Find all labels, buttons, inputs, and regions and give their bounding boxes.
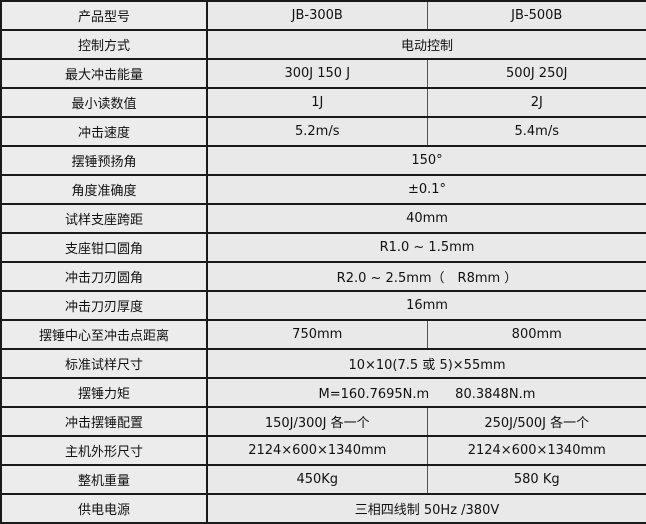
row-value: 1J (206, 87, 428, 118)
table-row: 产品型号 JB-300B JB-500B (0, 0, 646, 31)
table-row: 整机重量 450Kg 580 Kg (0, 464, 646, 495)
table-row: 冲击速度 5.2m/s 5.4m/s (0, 116, 646, 147)
row-value: 800mm (426, 319, 646, 350)
row-value: JB-500B (426, 0, 646, 31)
row-value: 5.4m/s (426, 116, 646, 147)
row-label: 标准试样尺寸 (0, 348, 208, 379)
row-value: 580 Kg (426, 464, 646, 495)
table-row: 支座钳口圆角 R1.0 ~ 1.5mm (0, 232, 646, 263)
row-value: ±0.1° (206, 174, 646, 205)
row-label: 冲击刀刃厚度 (0, 290, 208, 321)
row-value: 300J 150 J (206, 58, 428, 89)
row-value: R1.0 ~ 1.5mm (206, 232, 646, 263)
table-row: 摆锤预扬角 150° (0, 145, 646, 176)
row-value: 三相四线制 50Hz /380V (206, 493, 646, 524)
row-value: 2124×600×1340mm (206, 435, 428, 466)
row-label: 试样支座跨距 (0, 203, 208, 234)
table-row: 主机外形尺寸 2124×600×1340mm 2124×600×1340mm (0, 435, 646, 466)
row-value: 250J/500J 各一个 (426, 406, 646, 437)
row-value: M=160.7695N.m 80.3848N.m (206, 377, 646, 408)
row-label: 主机外形尺寸 (0, 435, 208, 466)
row-value: 2124×600×1340mm (426, 435, 646, 466)
row-value: JB-300B (206, 0, 428, 31)
row-value: 16mm (206, 290, 646, 321)
row-label: 角度准确度 (0, 174, 208, 205)
row-value: 5.2m/s (206, 116, 428, 147)
row-label: 最大冲击能量 (0, 58, 208, 89)
table-row: 标准试样尺寸 10×10(7.5 或 5)×55mm (0, 348, 646, 379)
table-row: 冲击刀刃圆角 R2.0 ~ 2.5mm（ R8mm ） (0, 261, 646, 292)
row-value: 电动控制 (206, 29, 646, 60)
row-label: 整机重量 (0, 464, 208, 495)
table-row: 冲击摆锤配置 150J/300J 各一个 250J/500J 各一个 (0, 406, 646, 437)
row-value: 2J (426, 87, 646, 118)
row-label: 摆锤预扬角 (0, 145, 208, 176)
row-value: 150J/300J 各一个 (206, 406, 428, 437)
row-value: 500J 250J (426, 58, 646, 89)
row-value: 450Kg (206, 464, 428, 495)
row-value: R2.0 ~ 2.5mm（ R8mm ） (206, 261, 646, 292)
row-value: 40mm (206, 203, 646, 234)
table-row: 角度准确度 ±0.1° (0, 174, 646, 205)
table-row: 摆锤中心至冲击点距离 750mm 800mm (0, 319, 646, 350)
table-row: 摆锤力矩 M=160.7695N.m 80.3848N.m (0, 377, 646, 408)
row-label: 冲击刀刃圆角 (0, 261, 208, 292)
table-row: 最小读数值 1J 2J (0, 87, 646, 118)
row-label: 摆锤中心至冲击点距离 (0, 319, 208, 350)
row-value: 750mm (206, 319, 428, 350)
row-label: 供电电源 (0, 493, 208, 524)
row-label: 最小读数值 (0, 87, 208, 118)
row-label: 冲击速度 (0, 116, 208, 147)
row-label: 摆锤力矩 (0, 377, 208, 408)
table-row: 最大冲击能量 300J 150 J 500J 250J (0, 58, 646, 89)
row-label: 控制方式 (0, 29, 208, 60)
row-value: 10×10(7.5 或 5)×55mm (206, 348, 646, 379)
table-row: 冲击刀刃厚度 16mm (0, 290, 646, 321)
row-label: 冲击摆锤配置 (0, 406, 208, 437)
row-label: 产品型号 (0, 0, 208, 31)
table-row: 试样支座跨距 40mm (0, 203, 646, 234)
table-row: 控制方式 电动控制 (0, 29, 646, 60)
row-label: 支座钳口圆角 (0, 232, 208, 263)
table-row: 供电电源 三相四线制 50Hz /380V (0, 493, 646, 524)
row-value: 150° (206, 145, 646, 176)
